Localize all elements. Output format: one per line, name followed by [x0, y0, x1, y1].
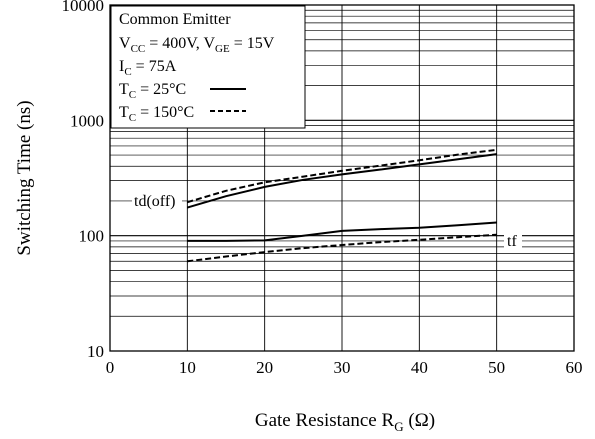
- y-tick-label: 1000: [70, 111, 104, 130]
- series-layer: [187, 148, 497, 263]
- x-tick-label: 20: [256, 358, 273, 377]
- legend-entry-tc25: TC = 25°C: [119, 81, 186, 101]
- plot-frame: [109, 4, 575, 352]
- y-tick-label: 10000: [62, 0, 105, 15]
- x-tick-label: 30: [334, 358, 351, 377]
- x-axis-title: Gate Resistance RG (Ω): [255, 410, 435, 434]
- curve-labels: td(off) tf: [132, 190, 522, 250]
- y-tick-label: 10: [87, 342, 104, 361]
- curve-label-bg: [504, 231, 522, 249]
- series-line: [187, 233, 497, 263]
- x-tick-label: 40: [411, 358, 428, 377]
- legend-line-current: IC = 75A: [119, 58, 177, 78]
- x-tick-label: 60: [566, 358, 583, 377]
- legend: Common Emitter VCC = 400V, VGE = 15V IC …: [110, 5, 306, 129]
- y-axis-title: Switching Time (ns): [14, 100, 35, 255]
- curve-label-tf: tf: [507, 233, 517, 250]
- x-tick-label: 10: [179, 358, 196, 377]
- y-tick-label: 100: [79, 227, 105, 246]
- series-line: [187, 221, 497, 242]
- series-line: [187, 153, 497, 209]
- legend-line-common-emitter: Common Emitter: [119, 11, 231, 28]
- legend-box: [110, 5, 306, 129]
- series-line: [187, 148, 497, 204]
- curve-label-bg: [132, 190, 182, 210]
- legend-entry-tc150: TC = 150°C: [119, 104, 194, 124]
- x-tick-label: 0: [106, 358, 115, 377]
- x-tick-label: 50: [488, 358, 505, 377]
- curve-label-tdoff: td(off): [134, 193, 175, 210]
- legend-line-voltages: VCC = 400V, VGE = 15V: [119, 35, 275, 55]
